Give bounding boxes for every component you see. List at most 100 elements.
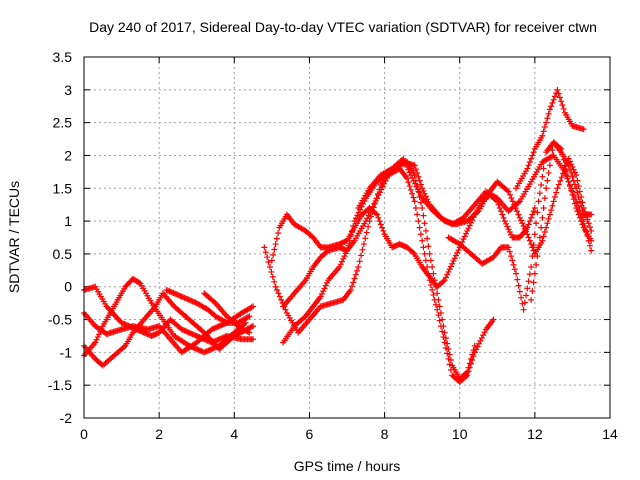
data-point [498, 208, 505, 215]
y-axis-label: SDTVAR / TECUs [6, 181, 22, 293]
data-point [97, 328, 104, 335]
data-point [274, 287, 281, 294]
data-point [404, 163, 411, 170]
x-axis-label: GPS time / hours [294, 458, 401, 474]
data-point [544, 115, 551, 122]
data-point [533, 220, 540, 227]
data-point [405, 179, 412, 186]
data-point [565, 178, 572, 185]
data-point [526, 237, 533, 244]
data-point [367, 213, 374, 220]
data-point [429, 287, 436, 294]
data-point [426, 250, 433, 257]
data-point [363, 229, 370, 236]
data-point [321, 285, 328, 292]
data-point [541, 157, 548, 164]
data-point [535, 244, 542, 251]
data-point [369, 209, 376, 216]
data-point [317, 293, 324, 300]
data-point [535, 198, 542, 205]
data-point [526, 271, 533, 278]
series-track-m [513, 86, 587, 192]
data-point [341, 253, 348, 260]
data-point [261, 244, 268, 251]
data-point [248, 323, 255, 330]
data-point [435, 296, 442, 303]
data-point [358, 252, 365, 259]
data-point [539, 173, 546, 180]
data-point [452, 252, 459, 259]
data-point [271, 246, 278, 253]
data-point [523, 228, 530, 235]
data-point [375, 214, 382, 221]
y-tick-label: 2 [64, 147, 72, 163]
data-point [558, 98, 565, 105]
data-point [505, 244, 512, 251]
y-tick-label: 3.5 [53, 49, 73, 65]
grid [84, 57, 610, 418]
data-point [509, 198, 516, 205]
y-tick-label: -1 [60, 344, 73, 360]
data-point [555, 181, 562, 188]
data-point [579, 221, 586, 228]
data-point [513, 270, 520, 277]
data-point [469, 357, 476, 364]
data-point [528, 214, 535, 221]
data-point [540, 165, 547, 172]
data-point [545, 215, 552, 222]
data-point [506, 248, 513, 255]
data-point [526, 218, 533, 225]
data-point [275, 230, 282, 237]
data-point [347, 287, 354, 294]
data-point [573, 172, 580, 179]
data-point [521, 299, 528, 306]
data-point [436, 303, 443, 310]
data-point [340, 255, 347, 262]
data-point [504, 223, 511, 230]
y-tick-label: 0 [64, 279, 72, 295]
data-point [411, 198, 418, 205]
data-point [520, 306, 527, 313]
data-point [351, 275, 358, 282]
data-point [543, 224, 550, 231]
data-point [114, 315, 121, 322]
data-point [544, 220, 551, 227]
series-track-n [528, 139, 595, 303]
data-point [565, 162, 572, 169]
data-point [417, 181, 424, 188]
data-point [499, 211, 506, 218]
data-point [516, 214, 523, 221]
data-point [441, 329, 448, 336]
data-point [551, 93, 558, 100]
data-point [511, 266, 518, 273]
data-point [349, 283, 356, 290]
data-point [465, 364, 472, 371]
data-point [370, 204, 377, 211]
data-point [96, 331, 103, 338]
data-point [585, 220, 592, 227]
data-point [538, 224, 545, 231]
data-point [447, 357, 454, 364]
data-point [434, 306, 441, 313]
data-point [471, 342, 478, 349]
data-point [570, 196, 577, 203]
data-point [519, 220, 526, 227]
data-point [424, 264, 431, 271]
data-point [470, 347, 477, 354]
data-point [362, 235, 369, 242]
data-point [534, 253, 541, 260]
y-tick-label: 1 [64, 213, 72, 229]
data-point [588, 237, 595, 244]
data-point [540, 233, 547, 240]
data-point [496, 204, 503, 211]
data-point [350, 223, 357, 230]
data-point [250, 303, 257, 310]
data-point [525, 234, 532, 241]
data-point [550, 96, 557, 103]
data-point [346, 237, 353, 244]
data-point [345, 242, 352, 249]
data-point [509, 257, 516, 264]
data-point [442, 274, 449, 281]
data-point [360, 241, 367, 248]
data-point [407, 186, 414, 193]
